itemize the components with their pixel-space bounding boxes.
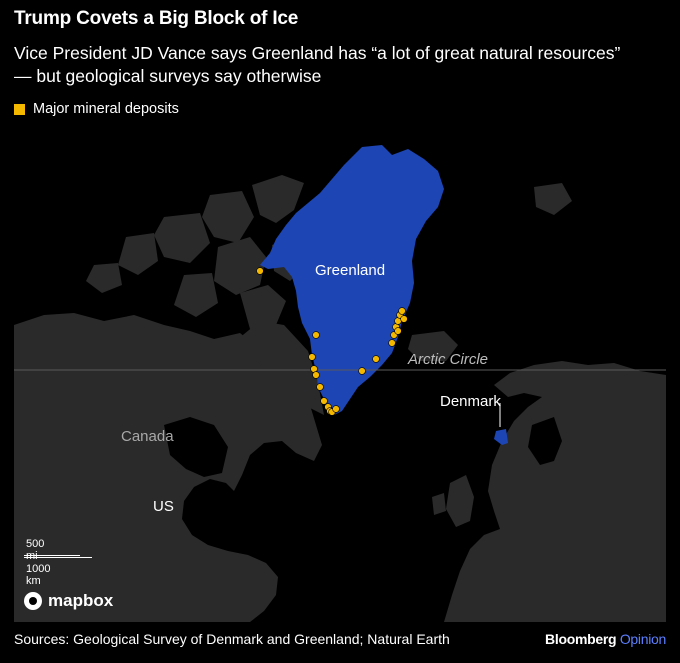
scale-km: 1000 km: [26, 563, 51, 587]
map: [14, 125, 666, 622]
deposits-layer: [256, 267, 408, 416]
greenland-shape: [260, 145, 444, 415]
mapbox-text: mapbox: [48, 591, 114, 610]
iceland: [408, 331, 458, 361]
sources-note: Sources: Geological Survey of Denmark an…: [14, 631, 450, 647]
baltic-sea: [528, 417, 562, 465]
north-america: [14, 313, 322, 622]
europe: [444, 361, 666, 622]
deposit-legend-swatch: [14, 103, 25, 115]
mineral-deposit-marker: [358, 367, 366, 375]
mineral-deposit-marker: [308, 353, 316, 361]
mapbox-attribution[interactable]: mapbox: [24, 591, 113, 611]
chart-title: Trump Covets a Big Block of Ice: [14, 8, 299, 29]
brand-main: Bloomberg: [545, 631, 617, 647]
map-canvas: [14, 125, 666, 622]
mineral-deposit-marker: [316, 383, 324, 391]
mineral-deposit-marker: [312, 331, 320, 339]
mineral-deposit-marker: [332, 405, 340, 413]
label-denmark: Denmark: [440, 393, 501, 410]
mineral-deposit-marker: [372, 355, 380, 363]
hudson-bay: [164, 417, 228, 477]
legend-label: Major mineral deposits: [33, 101, 179, 117]
label-greenland: Greenland: [315, 262, 386, 279]
scale-line-km: [24, 557, 92, 558]
label-arctic-circle: Arctic Circle: [408, 351, 489, 368]
great-britain: [446, 475, 474, 527]
mineral-deposit-marker: [312, 371, 320, 379]
brand-logo: Bloomberg Opinion: [545, 631, 666, 647]
brand-sub: Opinion: [619, 631, 666, 647]
baffin-island: [238, 321, 324, 415]
mineral-deposit-marker: [398, 307, 406, 315]
mineral-deposit-marker: [394, 327, 402, 335]
ireland: [432, 493, 446, 515]
mineral-deposit-marker: [400, 315, 408, 323]
mineral-deposit-marker: [256, 267, 264, 275]
label-us: US: [153, 498, 174, 515]
mapbox-logo-icon: [24, 592, 42, 610]
arctic-islands: [86, 175, 306, 329]
label-canada: Canada: [121, 428, 174, 445]
mineral-deposit-marker: [388, 339, 396, 347]
denmark-shape: [494, 429, 508, 445]
mineral-deposit-marker: [320, 397, 328, 405]
chart-subtitle: Vice President JD Vance says Greenland h…: [14, 43, 621, 86]
scale-line-miles: [24, 555, 80, 556]
legend: Major mineral deposits: [14, 101, 179, 117]
svalbard: [534, 183, 572, 215]
scale-miles: 500 mi: [26, 538, 45, 562]
